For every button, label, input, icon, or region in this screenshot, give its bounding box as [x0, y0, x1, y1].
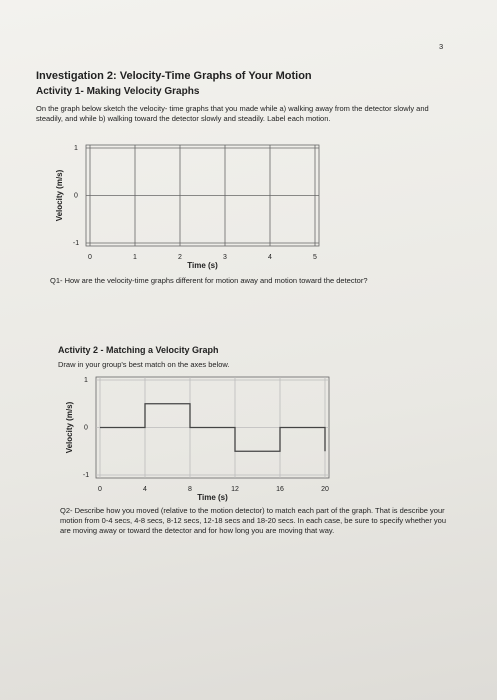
chart: 0 4 8 12 16 20 -1 0 1 Time (s) Velocity (m/s): [65, 376, 330, 502]
y-axis-label: Velocity (m/s): [55, 169, 64, 221]
y-tick-label: -1: [83, 472, 89, 479]
activity-title: Activity 2 - Matching a Velocity Graph: [58, 345, 219, 355]
y-tick-label: 0: [84, 424, 88, 431]
x-tick-label: 2: [178, 254, 182, 261]
x-tick-label: 4: [143, 486, 147, 493]
x-tick-label: 16: [276, 486, 284, 493]
y-tick-label: 1: [84, 377, 88, 384]
instructions: On the graph below sketch the velocity- …: [36, 104, 429, 123]
chart: 0 1 2 3 4 5 -1 0 1 Time (s) Velocity (m/s): [55, 144, 320, 270]
x-axis-label: Time (s): [187, 261, 218, 270]
x-tick-label: 20: [321, 486, 329, 493]
question: Q1- How are the velocity-time graphs dif…: [50, 276, 368, 285]
x-tick-label: 4: [268, 254, 272, 261]
x-axis-label: Time (s): [197, 493, 228, 502]
x-tick-label: 1: [133, 254, 137, 261]
data-line: [100, 403, 326, 452]
activity-title: Activity 1- Making Velocity Graphs: [36, 86, 200, 97]
page-number: 3: [439, 42, 444, 51]
x-tick-label: 0: [88, 254, 92, 261]
instructions: Draw in your group's best match on the a…: [58, 360, 230, 369]
x-tick-label: 8: [188, 486, 192, 493]
question: Q2- Describe how you moved (relative to …: [60, 506, 447, 535]
x-tick-label: 0: [98, 486, 102, 493]
x-tick-label: 12: [231, 486, 239, 493]
y-tick-label: 1: [74, 145, 78, 152]
y-tick-label: 0: [74, 192, 78, 199]
y-tick-label: -1: [73, 240, 79, 247]
x-tick-label: 5: [313, 254, 317, 261]
x-tick-label: 3: [223, 254, 227, 261]
heading: Investigation 2: Velocity-Time Graphs of…: [36, 70, 312, 82]
y-axis-label: Velocity (m/s): [65, 401, 74, 453]
